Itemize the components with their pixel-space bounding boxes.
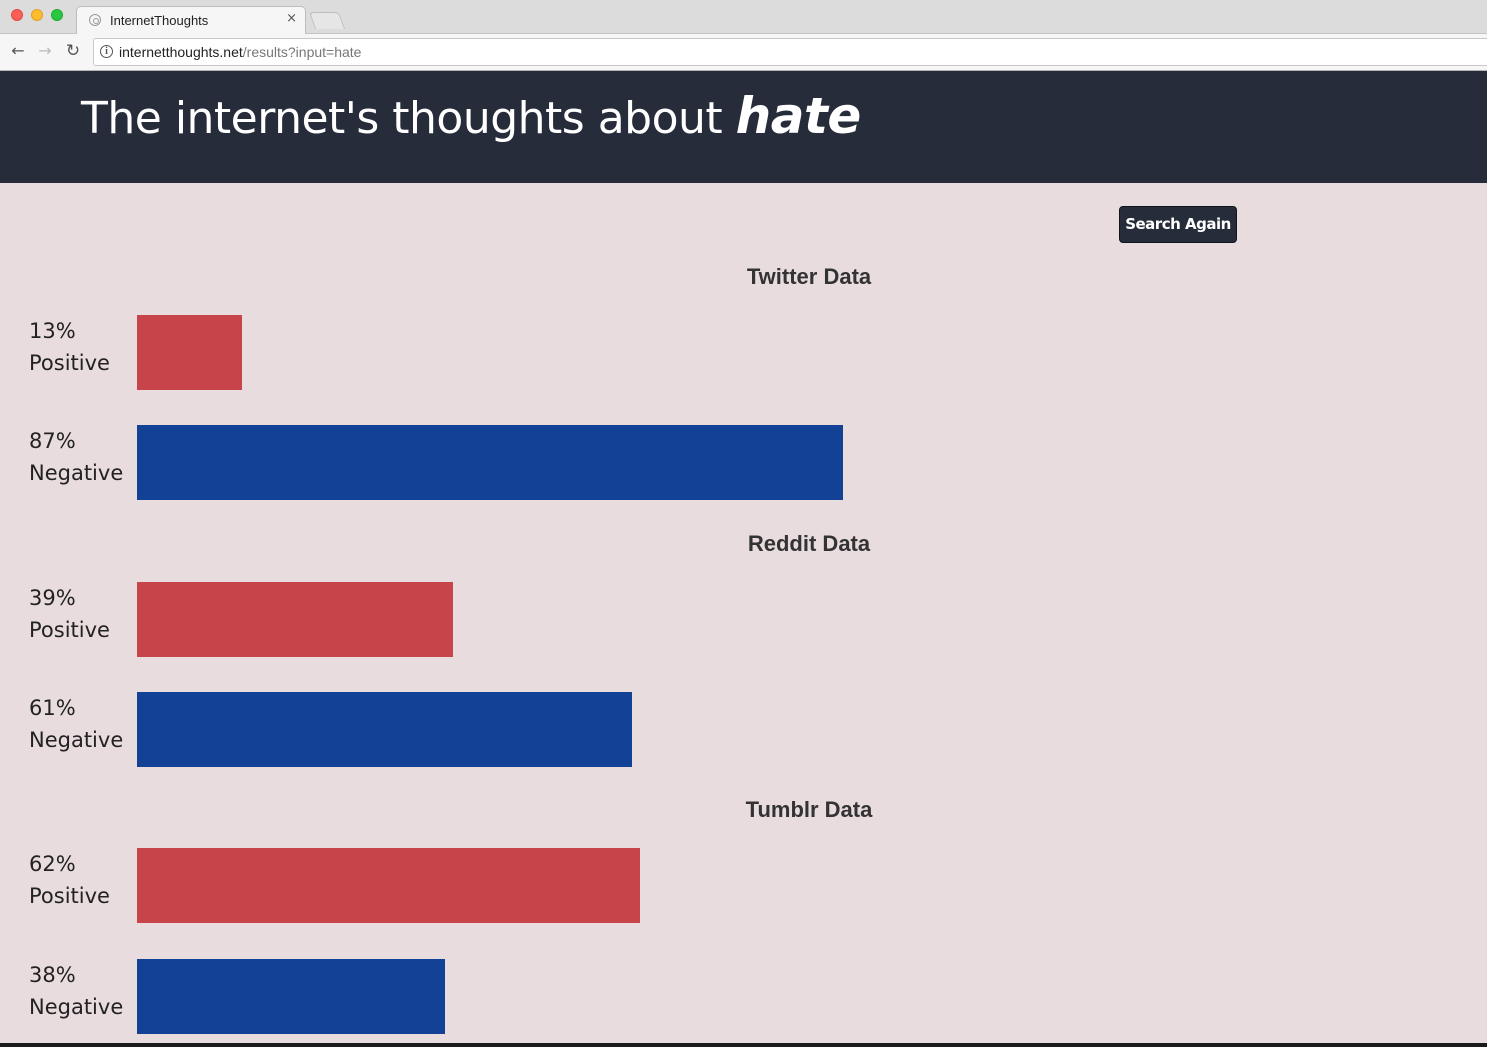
forward-arrow-icon[interactable]: → bbox=[38, 41, 52, 60]
page-content: The internet's thoughts about hate Searc… bbox=[0, 71, 1487, 1043]
bar-sentiment: Positive bbox=[29, 351, 110, 375]
bar-label-reddit-negative: 61% Negative bbox=[29, 692, 123, 756]
address-bar[interactable]: i internetthoughts.net/results?input=hat… bbox=[93, 38, 1487, 66]
bar-label-reddit-positive: 39% Positive bbox=[29, 582, 110, 646]
bar-sentiment: Negative bbox=[29, 995, 124, 1019]
bar-twitter-positive bbox=[137, 315, 242, 390]
url-path: /results?input=hate bbox=[242, 44, 362, 60]
bar-reddit-negative bbox=[137, 692, 632, 767]
reload-icon[interactable]: ↻ bbox=[65, 41, 81, 61]
bar-percent: 39% bbox=[29, 586, 76, 610]
url-host: internetthoughts.net bbox=[119, 44, 243, 60]
minimize-window-button[interactable] bbox=[31, 9, 43, 21]
search-again-button[interactable]: Search Again bbox=[1119, 206, 1237, 243]
tab-title: InternetThoughts bbox=[110, 13, 209, 28]
bar-percent: 61% bbox=[29, 696, 76, 720]
search-keyword: hate bbox=[735, 87, 862, 145]
bar-sentiment: Positive bbox=[29, 618, 110, 642]
maximize-window-button[interactable] bbox=[51, 9, 63, 21]
bar-label-twitter-positive: 13% Positive bbox=[29, 315, 110, 379]
bar-percent: 38% bbox=[29, 963, 76, 987]
browser-titlebar: InternetThoughts × bbox=[0, 0, 1487, 34]
bar-percent: 62% bbox=[29, 852, 76, 876]
bar-tumblr-positive bbox=[137, 848, 640, 923]
bar-label-twitter-negative: 87% Negative bbox=[29, 425, 123, 489]
bar-percent: 87% bbox=[29, 429, 76, 453]
bar-label-tumblr-negative: 38% Negative bbox=[29, 959, 123, 1023]
new-tab-button[interactable] bbox=[308, 12, 346, 29]
back-arrow-icon[interactable]: ← bbox=[11, 41, 25, 60]
close-window-button[interactable] bbox=[11, 9, 23, 21]
browser-toolbar: ← → ↻ i internetthoughts.net/results?inp… bbox=[0, 34, 1487, 71]
bar-reddit-positive bbox=[137, 582, 453, 657]
url-text[interactable]: internetthoughts.net/results?input=hate bbox=[119, 44, 361, 60]
browser-tab[interactable]: InternetThoughts × bbox=[76, 6, 306, 34]
bar-tumblr-negative bbox=[137, 959, 445, 1034]
section-title-twitter: Twitter Data bbox=[746, 264, 872, 289]
bar-twitter-negative bbox=[137, 425, 843, 500]
title-prefix: The internet's thoughts about bbox=[81, 93, 736, 144]
page-header: The internet's thoughts about hate bbox=[0, 71, 1487, 183]
bar-sentiment: Negative bbox=[29, 728, 124, 752]
tab-close-icon[interactable]: × bbox=[286, 11, 297, 26]
page-favicon-icon bbox=[89, 14, 101, 26]
section-title-tumblr: Tumblr Data bbox=[745, 797, 873, 822]
bar-label-tumblr-positive: 62% Positive bbox=[29, 848, 110, 912]
bar-sentiment: Positive bbox=[29, 884, 110, 908]
bar-percent: 13% bbox=[29, 319, 76, 343]
section-title-reddit: Reddit Data bbox=[747, 531, 871, 556]
site-info-icon[interactable]: i bbox=[100, 45, 113, 58]
bar-sentiment: Negative bbox=[29, 461, 124, 485]
page-title: The internet's thoughts about hate bbox=[81, 87, 861, 145]
